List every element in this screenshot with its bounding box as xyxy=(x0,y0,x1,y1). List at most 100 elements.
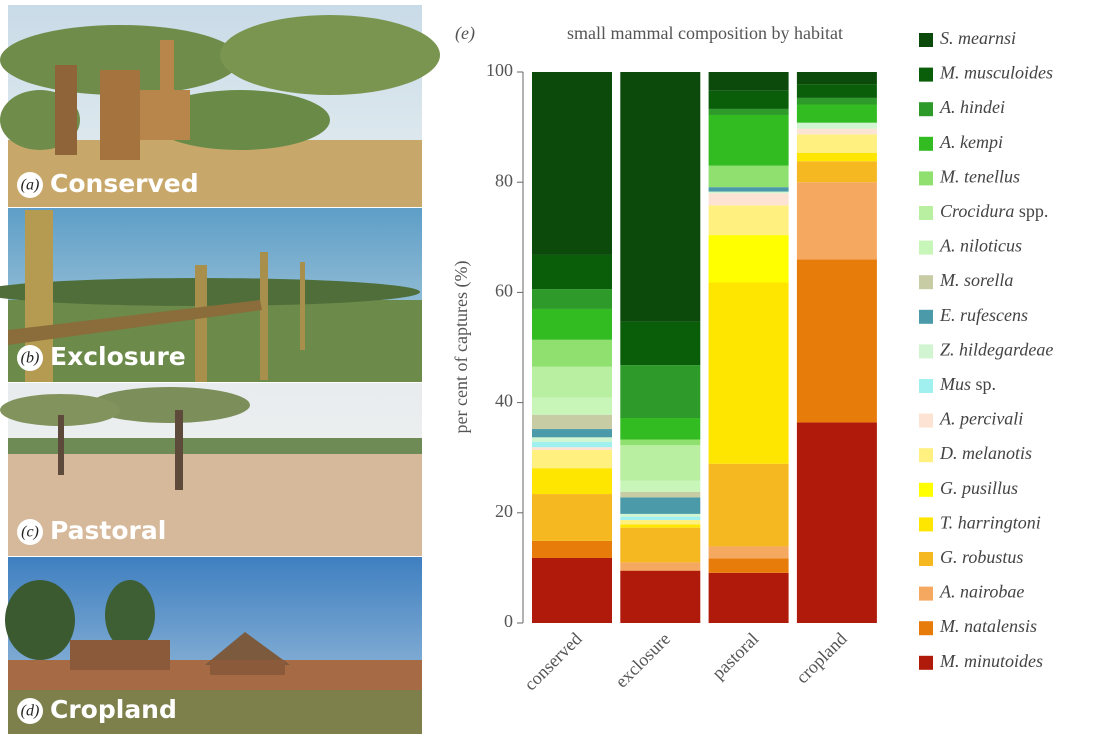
bar-segment xyxy=(709,192,789,194)
y-tick-label: 100 xyxy=(486,60,513,80)
legend-label: A. percivali xyxy=(939,409,1023,429)
bar-segment xyxy=(709,559,789,573)
bar-segment xyxy=(797,422,877,623)
bar-segment xyxy=(797,134,877,153)
legend-label: D. melanotis xyxy=(939,443,1032,463)
bar-segment xyxy=(709,282,789,463)
legend-label: M. natalensis xyxy=(939,616,1037,636)
bar-segment xyxy=(709,91,789,109)
y-tick-label: 40 xyxy=(495,391,513,411)
bar-segment xyxy=(797,182,877,259)
bar-segment xyxy=(709,187,789,191)
legend-swatch xyxy=(919,379,933,393)
photo-letter: (c) xyxy=(21,524,39,541)
legend-label: T. harringtoni xyxy=(940,513,1041,533)
bar-segment xyxy=(709,464,789,547)
x-tick-label: conserved xyxy=(520,629,586,695)
photo-letter: (a) xyxy=(21,177,40,194)
bar-segment xyxy=(620,528,700,563)
x-tick-label: cropland xyxy=(792,629,851,688)
bar-segment xyxy=(532,309,612,340)
legend-swatch xyxy=(919,587,933,601)
y-tick-label: 60 xyxy=(495,281,513,301)
bar-segment xyxy=(709,115,789,166)
bar-segment xyxy=(620,418,700,439)
bar-segment xyxy=(620,440,700,446)
legend-label: G. pusillus xyxy=(940,478,1018,498)
bar-segment xyxy=(797,259,877,422)
legend-swatch xyxy=(919,137,933,151)
bar-segment xyxy=(532,340,612,367)
bar-segment xyxy=(797,129,877,135)
bar-segment xyxy=(709,573,789,623)
bar-segment xyxy=(620,524,700,527)
bar-segment xyxy=(620,365,700,418)
legend-label: Mus sp. xyxy=(939,374,996,394)
legend-label: M. musculoides xyxy=(939,63,1053,83)
legend-swatch xyxy=(919,517,933,531)
bar-segment xyxy=(797,123,877,129)
y-tick-label: 0 xyxy=(504,611,513,631)
bar-segment xyxy=(709,235,789,282)
bar-segment xyxy=(709,193,789,205)
photo-label: Pastoral xyxy=(50,516,166,545)
bar-segment xyxy=(620,497,700,514)
legend-swatch xyxy=(919,171,933,185)
bar-segment xyxy=(532,447,612,450)
bar-segment xyxy=(532,450,612,468)
bar-segment xyxy=(620,72,700,322)
bar-segment xyxy=(620,322,700,366)
bar-segment xyxy=(532,289,612,309)
bar-segment xyxy=(797,98,877,105)
bar-segment xyxy=(532,437,612,441)
bar-segment xyxy=(620,445,700,481)
bar-segment xyxy=(797,84,877,98)
legend-label: M. sorella xyxy=(939,270,1013,290)
legend-swatch xyxy=(919,656,933,670)
photo-label: Conserved xyxy=(50,169,199,198)
legend-swatch xyxy=(919,621,933,635)
bar-segment xyxy=(797,153,877,161)
bar-segment xyxy=(532,468,612,494)
bar-segment xyxy=(709,72,789,91)
photo-label: Exclosure xyxy=(50,342,186,371)
legend-label: E. rufescens xyxy=(939,305,1028,325)
bar-segment xyxy=(620,492,700,498)
bar-segment xyxy=(620,481,700,492)
bar-segment xyxy=(620,514,700,517)
photo-letter: (d) xyxy=(21,703,40,720)
legend-swatch xyxy=(919,310,933,324)
bar-segment xyxy=(709,205,789,235)
legend-swatch xyxy=(919,241,933,255)
legend-label: A. kempi xyxy=(939,132,1003,152)
y-tick-label: 20 xyxy=(495,501,513,521)
legend-label: G. robustus xyxy=(940,547,1023,567)
bar-segment xyxy=(620,571,700,623)
panel-label: (e) xyxy=(455,23,475,44)
legend-swatch xyxy=(919,33,933,47)
legend-swatch xyxy=(919,448,933,462)
bar-segment xyxy=(797,72,877,84)
bar-segment xyxy=(797,105,877,123)
bar-segment xyxy=(709,166,789,187)
bar-segment xyxy=(709,109,789,115)
bar-segment xyxy=(532,415,612,429)
legend-label: A. niloticus xyxy=(939,236,1022,256)
bar-segment xyxy=(709,546,789,558)
legend-swatch xyxy=(919,414,933,428)
legend-swatch xyxy=(919,102,933,116)
legend-swatch xyxy=(919,275,933,289)
legend-label: A. nairobae xyxy=(939,582,1024,602)
bar-segment xyxy=(620,520,700,524)
y-tick-label: 80 xyxy=(495,170,513,190)
legend-label: Z. hildegardeae xyxy=(940,340,1053,360)
figure: (e) small mammal composition by habitat … xyxy=(0,0,1094,734)
legend-swatch xyxy=(919,206,933,220)
photo-label: Cropland xyxy=(50,695,177,724)
x-tick-label: pastoral xyxy=(708,629,762,683)
legend-label: Crocidura spp. xyxy=(940,201,1048,221)
legend-swatch xyxy=(919,552,933,566)
legend-label: A. hindei xyxy=(939,97,1005,117)
bar-segment xyxy=(532,398,612,415)
bar-segment xyxy=(532,494,612,541)
